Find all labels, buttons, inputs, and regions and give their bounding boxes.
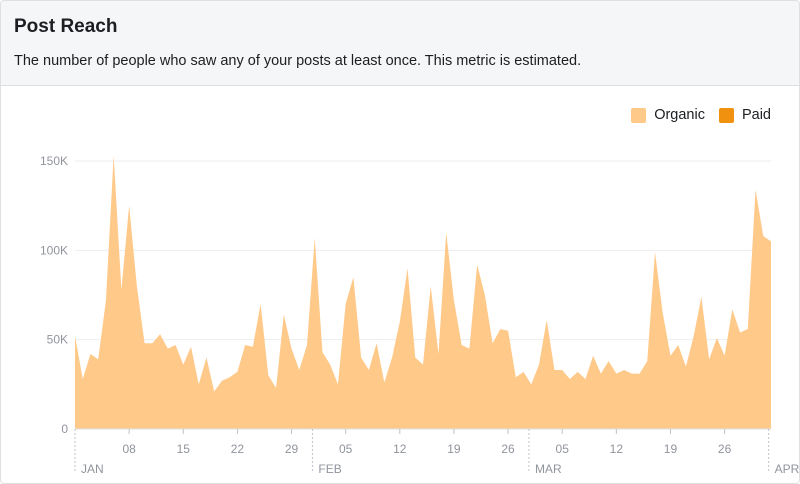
legend-swatch-paid: [718, 107, 734, 123]
card-header: Post Reach The number of people who saw …: [1, 1, 799, 86]
x-tick-label: 22: [231, 442, 245, 456]
organic-area: [75, 155, 771, 429]
month-label: APR: [775, 462, 800, 476]
y-tick-label: 50K: [47, 333, 68, 347]
y-tick-label: 0: [61, 422, 68, 436]
x-tick-label: 19: [664, 442, 678, 456]
card-title: Post Reach: [14, 16, 118, 37]
x-tick-label: 26: [501, 442, 515, 456]
y-tick-label: 100K: [40, 243, 68, 257]
legend-label-paid: Paid: [741, 107, 771, 123]
month-label: JAN: [81, 462, 104, 476]
x-tick-label: 15: [177, 442, 191, 456]
x-tick-label: 29: [285, 442, 299, 456]
card-subtitle: The number of people who saw any of your…: [14, 53, 582, 69]
month-label: FEB: [318, 462, 341, 476]
legend-item-organic[interactable]: Organic: [631, 107, 705, 123]
legend-item-paid[interactable]: Paid: [718, 107, 771, 123]
legend-swatch-organic: [631, 107, 647, 123]
month-label: MAR: [535, 462, 562, 476]
x-tick-label: 12: [610, 442, 624, 456]
x-tick-label: 26: [718, 442, 732, 456]
y-tick-label: 150K: [40, 154, 68, 168]
x-tick-label: 19: [447, 442, 461, 456]
x-tick-label: 05: [339, 442, 353, 456]
x-tick-label: 08: [122, 442, 136, 456]
x-tick-label: 05: [556, 442, 570, 456]
x-tick-label: 12: [393, 442, 407, 456]
chart-legend: Organic Paid: [617, 107, 771, 123]
legend-label-organic: Organic: [654, 107, 705, 123]
